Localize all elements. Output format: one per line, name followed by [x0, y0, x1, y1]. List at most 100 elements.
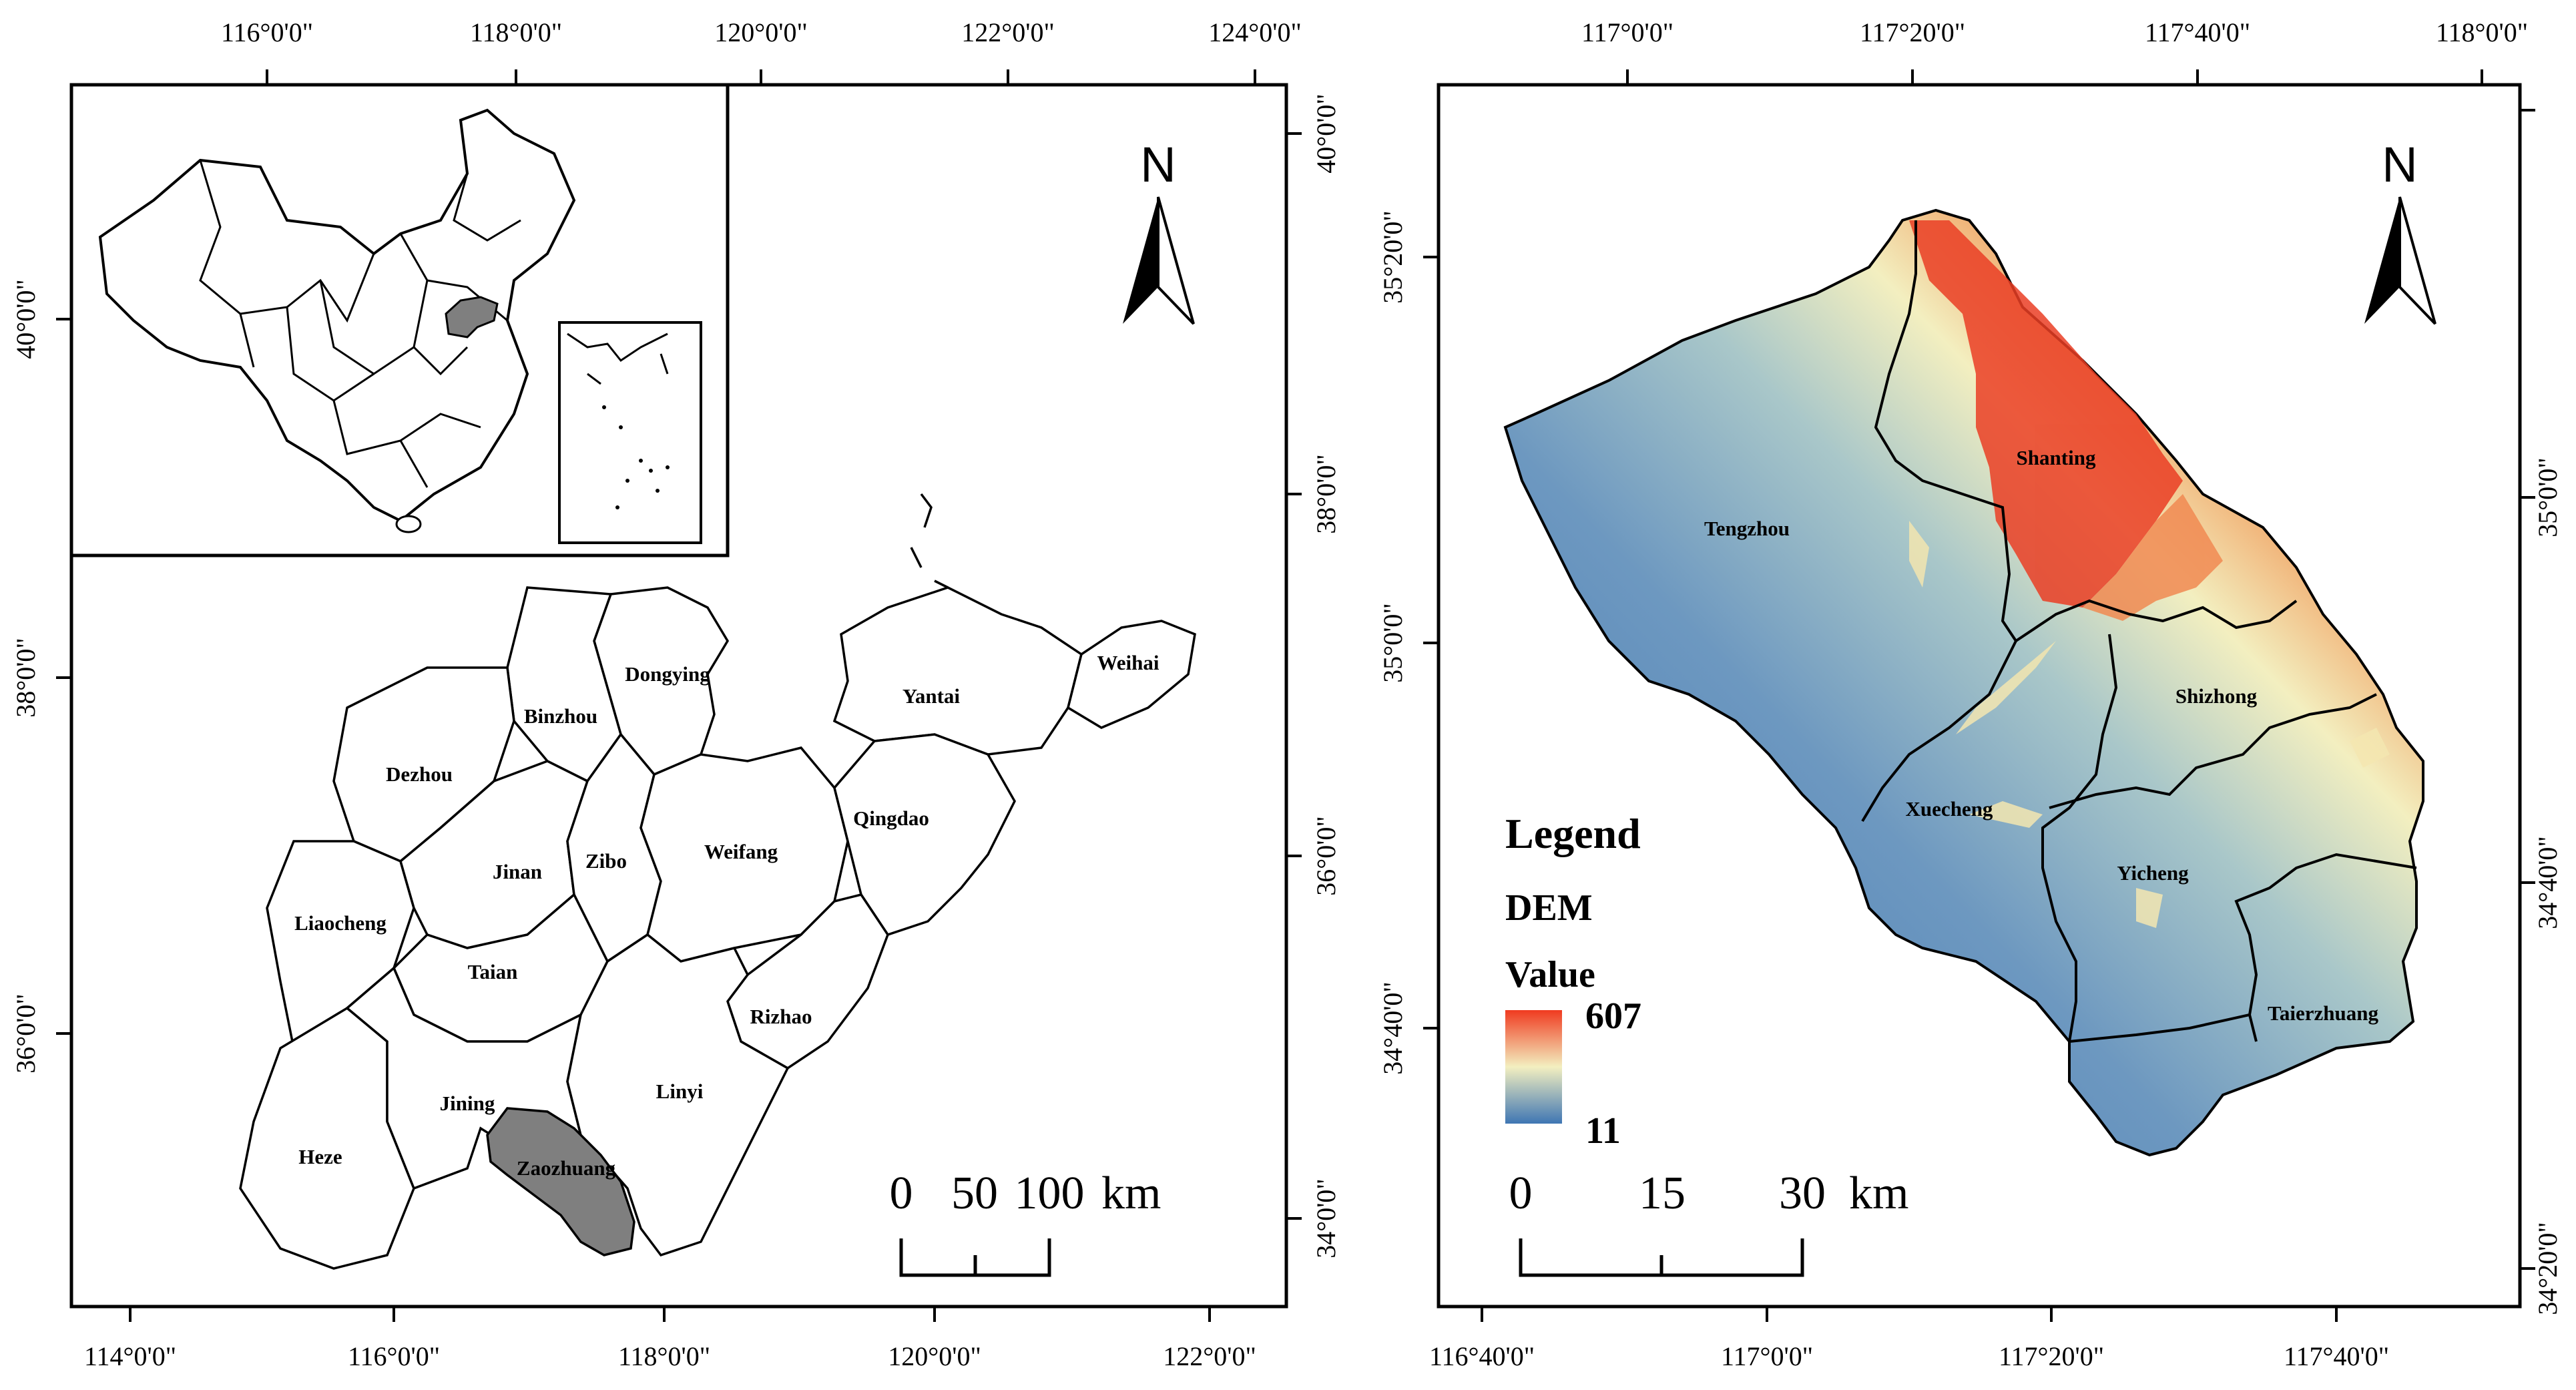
south-china-sea-islands [602, 405, 670, 509]
right-top-tick-2: 117°20'0" [1860, 17, 1965, 47]
right-bottom-tick-3: 117°20'0" [1999, 1341, 2104, 1371]
left-north-arrow: N [1123, 137, 1195, 325]
coast-islands [910, 493, 949, 589]
left-right-tick-4: 34°0'0" [1311, 1178, 1341, 1258]
legend-title: Legend [1505, 810, 1641, 857]
left-scale-bar: 0 50 100 km [890, 1168, 1161, 1277]
left-bottom-tick-5: 122°0'0" [1163, 1341, 1256, 1371]
china-province-lines [199, 160, 521, 488]
left-top-tick-5: 124°0'0" [1208, 17, 1302, 47]
right-scale-label-0: 0 [1509, 1168, 1533, 1219]
right-bottom-tick-2: 117°0'0" [1721, 1341, 1813, 1371]
city-label-weihai: Weihai [1097, 651, 1159, 674]
region-qingdao [833, 733, 1016, 937]
left-right-tick-3: 36°0'0" [1311, 816, 1341, 896]
region-yantai [832, 586, 1083, 756]
right-right-tick-2: 34°40'0" [2533, 836, 2563, 929]
right-left-ticks [1423, 256, 1439, 1029]
city-label-taian: Taian [468, 960, 518, 983]
hainan-island [395, 515, 422, 533]
right-bottom-tick-4: 117°40'0" [2284, 1341, 2389, 1371]
right-bottom-tick-1: 116°40'0" [1429, 1341, 1535, 1371]
city-label-qingdao: Qingdao [853, 806, 929, 830]
left-bottom-tick-1: 114°0'0" [84, 1341, 176, 1371]
left-left-tick-3: 36°0'0" [11, 993, 41, 1074]
left-left-tick-2: 38°0'0" [11, 638, 41, 718]
left-right-tick-1: 40°0'0" [1311, 93, 1341, 174]
zaozhuang-outline [1503, 208, 2424, 1157]
right-top-tick-3: 117°40'0" [2145, 17, 2250, 47]
city-label-heze: Heze [298, 1145, 342, 1168]
city-label-rizhao: Rizhao [750, 1005, 812, 1028]
legend-min-value: 11 [1585, 1110, 1621, 1152]
district-label-xuecheng: Xuecheng [1906, 797, 1993, 821]
left-top-tick-4: 122°0'0" [961, 17, 1055, 47]
right-right-ticks [2520, 109, 2535, 1270]
left-right-ticks [1286, 132, 1302, 1220]
right-map: 117°0'0" 117°20'0" 117°40'0" 118°0'0" 11… [1378, 17, 2563, 1371]
left-right-tick-2: 38°0'0" [1311, 454, 1341, 534]
city-labels: Dongying Binzhou Yantai Weihai Dezhou Qi… [294, 651, 1160, 1180]
district-boundaries [1861, 220, 2417, 1043]
right-left-tick-3: 34°40'0" [1378, 981, 1408, 1075]
right-left-tick-2: 35°0'0" [1378, 603, 1408, 683]
left-scale-label-0: 0 [890, 1168, 913, 1219]
right-scale-label-15: 15 [1639, 1168, 1686, 1219]
right-scale-label-30: 30 [1779, 1168, 1826, 1219]
district-label-yicheng: Yicheng [2117, 861, 2189, 885]
shandong-prefectures [239, 493, 1196, 1270]
left-left-tick-1: 40°0'0" [11, 279, 41, 359]
north-arrow-icon [1123, 197, 1158, 324]
north-arrow-icon [2364, 197, 2400, 324]
left-map: 116°0'0" 118°0'0" 120°0'0" 122°0'0" 124°… [11, 17, 1341, 1371]
left-scale-unit: km [1101, 1168, 1161, 1219]
right-north-arrow: N [2364, 137, 2436, 325]
right-scale-bar: 0 15 30 km [1509, 1168, 1908, 1277]
south-china-sea-inset [558, 321, 702, 544]
region-zaozhuang [486, 1107, 635, 1256]
right-top-tick-4: 118°0'0" [2436, 17, 2528, 47]
left-bottom-tick-4: 120°0'0" [888, 1341, 981, 1371]
left-top-tick-3: 120°0'0" [714, 17, 808, 47]
city-label-jinan: Jinan [493, 860, 542, 883]
china-inset [69, 83, 730, 557]
shandong-highlight [445, 296, 499, 338]
city-label-binzhou: Binzhou [524, 704, 597, 728]
city-label-yantai: Yantai [903, 684, 961, 708]
mountain-highlights [1909, 220, 2390, 928]
right-scale-unit: km [1849, 1168, 1908, 1219]
city-label-zaozhuang: Zaozhuang [517, 1156, 616, 1180]
south-china-sea-coast [567, 332, 669, 385]
city-label-zibo: Zibo [585, 849, 627, 873]
left-north-label: N [1140, 137, 1176, 192]
left-left-ticks [56, 318, 71, 1035]
left-top-ticks [266, 69, 1256, 85]
city-label-weifang: Weifang [704, 840, 778, 863]
dem-raster: Shanting Tengzhou Shizhong Xuecheng Yich… [1503, 208, 2424, 1157]
right-right-tick-1: 35°0'0" [2533, 457, 2563, 537]
left-scale-label-50: 50 [951, 1168, 998, 1219]
right-top-ticks [1626, 69, 2483, 85]
city-label-liaocheng: Liaocheng [294, 911, 387, 935]
legend-value-label: Value [1505, 954, 1595, 995]
dem-legend: Legend DEM Value 607 11 [1505, 810, 1641, 1152]
left-bottom-tick-3: 118°0'0" [618, 1341, 710, 1371]
city-label-dezhou: Dezhou [386, 762, 453, 786]
left-bottom-tick-2: 116°0'0" [348, 1341, 440, 1371]
legend-max-value: 607 [1585, 995, 1641, 1037]
left-top-tick-2: 118°0'0" [470, 17, 562, 47]
legend-color-ramp [1505, 1010, 1562, 1124]
left-scale-label-100: 100 [1015, 1168, 1085, 1219]
left-bottom-ticks [129, 1307, 1211, 1322]
legend-layer: DEM [1505, 887, 1593, 929]
district-label-tengzhou: Tengzhou [1704, 517, 1790, 540]
right-left-tick-1: 35°20'0" [1378, 210, 1408, 304]
region-weihai [1066, 620, 1196, 729]
left-top-tick-1: 116°0'0" [221, 17, 313, 47]
right-north-label: N [2382, 137, 2417, 192]
city-label-dongying: Dongying [625, 662, 710, 686]
district-label-shizhong: Shizhong [2175, 684, 2258, 708]
right-right-tick-3: 34°20'0" [2533, 1222, 2563, 1315]
district-label-shanting: Shanting [2017, 446, 2096, 469]
